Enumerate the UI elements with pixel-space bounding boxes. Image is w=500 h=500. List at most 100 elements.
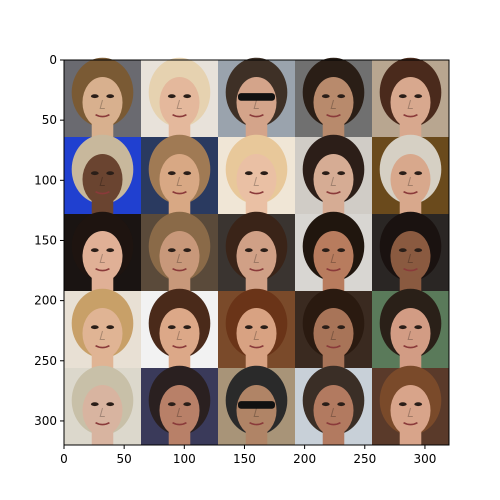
face-shape xyxy=(82,230,123,282)
face-tile xyxy=(141,288,218,368)
y-tick-label: 150 xyxy=(34,233,57,247)
eye-shape xyxy=(337,325,346,330)
nose-shape xyxy=(176,99,182,110)
y-tick-label: 50 xyxy=(42,113,57,127)
eye-shape xyxy=(337,171,346,176)
nose-shape xyxy=(176,176,182,187)
nose-shape xyxy=(99,99,105,110)
eye-shape xyxy=(321,248,330,253)
face-tile xyxy=(295,365,372,445)
mouth-shape xyxy=(95,267,110,272)
face-tile xyxy=(141,365,218,445)
eye-shape xyxy=(106,402,115,407)
nose-shape xyxy=(407,407,413,418)
x-tick-label: 150 xyxy=(233,452,256,466)
eye-shape xyxy=(90,325,99,330)
nose-shape xyxy=(99,407,105,418)
face-tile xyxy=(372,211,449,291)
mouth-shape xyxy=(172,344,187,349)
face-tile xyxy=(141,134,218,214)
face-shape xyxy=(236,230,277,282)
eye-shape xyxy=(90,248,99,253)
axes-frame xyxy=(63,59,450,446)
face-shape xyxy=(159,307,200,359)
nose-shape xyxy=(407,330,413,341)
mouth-shape xyxy=(403,421,418,426)
face-shape xyxy=(313,384,354,436)
x-tick-label: 0 xyxy=(60,452,68,466)
eye-shape xyxy=(167,402,176,407)
face-tile xyxy=(295,211,372,291)
face-tile xyxy=(372,365,449,445)
eye-shape xyxy=(106,325,115,330)
mouth-shape xyxy=(172,113,187,118)
nose-shape xyxy=(330,99,336,110)
eye-shape xyxy=(337,402,346,407)
face-tile xyxy=(295,288,372,368)
face-shape xyxy=(82,384,123,436)
eye-shape xyxy=(398,325,407,330)
face-shape xyxy=(390,384,431,436)
face-tile xyxy=(218,365,295,445)
eye-shape xyxy=(398,248,407,253)
face-tile xyxy=(64,211,141,291)
mouth-shape xyxy=(95,421,110,426)
mouth-shape xyxy=(403,113,418,118)
face-tile xyxy=(141,57,218,137)
face-shape xyxy=(159,76,200,128)
face-shape xyxy=(82,153,123,205)
face-grid-image xyxy=(64,57,449,445)
eye-shape xyxy=(260,325,269,330)
face-shape xyxy=(236,76,277,128)
mouth-shape xyxy=(326,344,341,349)
mouth-shape xyxy=(249,267,264,272)
eye-shape xyxy=(244,325,253,330)
eye-shape xyxy=(414,171,423,176)
face-shape xyxy=(313,307,354,359)
eye-shape xyxy=(167,171,176,176)
y-tick-label: 200 xyxy=(34,294,57,308)
mouth-shape xyxy=(249,113,264,118)
face-shape xyxy=(313,230,354,282)
nose-shape xyxy=(330,407,336,418)
eye-shape xyxy=(244,248,253,253)
face-shape xyxy=(159,384,200,436)
eye-shape xyxy=(90,171,99,176)
mouth-shape xyxy=(95,113,110,118)
x-axis: 0 50 100 150 200 250 300 xyxy=(60,445,436,466)
x-tick-label: 50 xyxy=(117,452,132,466)
nose-shape xyxy=(330,330,336,341)
face-tile xyxy=(141,211,218,291)
nose-shape xyxy=(176,253,182,264)
face-shape xyxy=(236,384,277,436)
mouth-shape xyxy=(172,267,187,272)
nose-shape xyxy=(253,407,259,418)
face-tile xyxy=(218,134,295,214)
eye-shape xyxy=(167,94,176,99)
eye-shape xyxy=(321,171,330,176)
face-shape xyxy=(159,230,200,282)
eye-shape xyxy=(337,94,346,99)
mouth-shape xyxy=(249,421,264,426)
nose-shape xyxy=(253,253,259,264)
mouth-shape xyxy=(326,190,341,195)
eye-shape xyxy=(167,248,176,253)
face-tile xyxy=(64,288,141,368)
eye-shape xyxy=(183,248,192,253)
face-shape xyxy=(390,153,431,205)
nose-shape xyxy=(407,253,413,264)
face-tile xyxy=(218,211,295,291)
sunglasses-shape xyxy=(238,401,275,409)
mouth-shape xyxy=(249,344,264,349)
face-tile xyxy=(295,57,372,137)
nose-shape xyxy=(407,176,413,187)
eye-shape xyxy=(167,325,176,330)
nose-shape xyxy=(176,330,182,341)
eye-shape xyxy=(321,402,330,407)
eye-shape xyxy=(106,94,115,99)
face-shape xyxy=(236,307,277,359)
nose-shape xyxy=(253,176,259,187)
eye-shape xyxy=(414,248,423,253)
y-axis: 0 50 100 150 200 250 300 xyxy=(34,53,64,428)
